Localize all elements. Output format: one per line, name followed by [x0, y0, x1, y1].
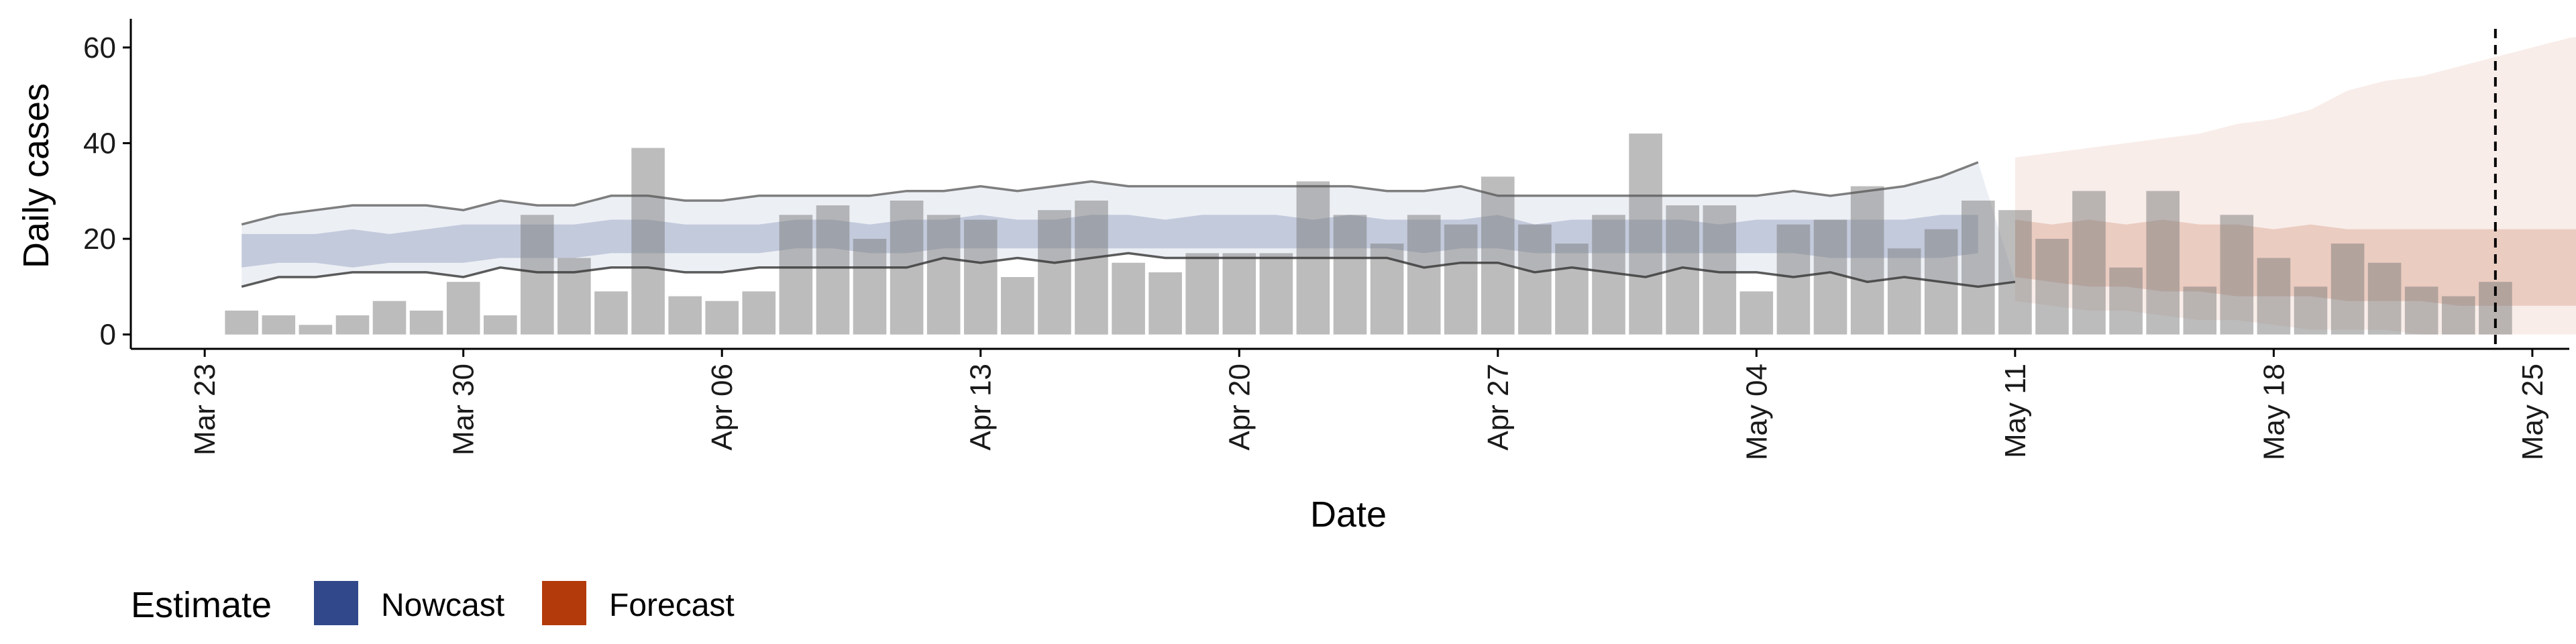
case-bar — [2220, 215, 2254, 335]
case-bar — [1776, 224, 1811, 335]
case-bar — [1333, 215, 1367, 335]
axes — [129, 19, 2569, 350]
case-bar — [446, 282, 480, 335]
x-axis-ticks: Mar 23 Mar 30 Apr 06 Apr 13 Apr 20 Apr 27 May … — [189, 349, 2549, 460]
case-bar — [1112, 262, 1145, 335]
case-bar — [1850, 186, 1884, 335]
case-bar — [631, 148, 665, 335]
case-bar — [1444, 224, 1478, 335]
case-bar — [2257, 258, 2291, 335]
x-tick-label: May 25 — [2516, 364, 2549, 460]
legend-label-nowcast: Nowcast — [381, 588, 504, 623]
case-bar — [409, 311, 443, 335]
x-tick-label: Mar 23 — [189, 364, 221, 455]
case-bar — [1887, 248, 1921, 335]
case-bar — [1555, 244, 1589, 335]
case-bar — [372, 301, 407, 335]
case-bar — [335, 315, 370, 335]
case-bar — [853, 239, 887, 335]
y-axis-title: Daily cases — [16, 83, 56, 268]
nowcast-lower-line — [241, 252, 2016, 288]
case-bar — [2330, 244, 2365, 335]
case-bar — [1407, 215, 1441, 335]
y-tick-label: 0 — [100, 319, 116, 352]
x-tick-label: Apr 06 — [706, 364, 739, 451]
y-axis-ticks: 0 20 40 60 — [83, 32, 131, 352]
case-bar — [1813, 219, 1847, 335]
y-tick-label: 60 — [83, 32, 116, 64]
case-bar — [2146, 191, 2180, 335]
case-bar — [816, 205, 850, 335]
case-bar — [2183, 286, 2217, 335]
legend-swatch-forecast — [542, 581, 586, 625]
x-tick-label: Apr 20 — [1223, 364, 1256, 451]
case-bar — [779, 215, 813, 335]
case-bar — [594, 291, 628, 335]
x-tick-label: Apr 27 — [1482, 364, 1515, 451]
case-bar — [742, 291, 776, 335]
case-bar — [484, 315, 517, 335]
legend-title: Estimate — [131, 585, 272, 625]
case-bar — [1259, 253, 1293, 335]
y-tick-label: 20 — [83, 223, 116, 256]
case-bar — [1739, 291, 1774, 335]
case-bar — [2072, 191, 2106, 335]
x-tick-label: May 11 — [1999, 364, 2032, 458]
case-bar — [1185, 253, 1219, 335]
nowcast-bound-lines — [241, 161, 2016, 288]
case-bar — [926, 215, 961, 335]
y-tick-label: 40 — [83, 127, 116, 160]
case-bar — [2367, 262, 2402, 335]
x-tick-label: May 18 — [2257, 364, 2290, 460]
case-bar — [2035, 239, 2069, 335]
case-bar — [2294, 286, 2328, 335]
x-axis-title: Date — [1310, 494, 1387, 535]
case-bar — [1038, 210, 1071, 335]
x-tick-label: Mar 30 — [447, 364, 480, 455]
case-bar — [1222, 253, 1256, 335]
case-bar — [299, 325, 333, 335]
case-bar — [557, 258, 591, 335]
case-bar — [2109, 267, 2143, 335]
case-bar — [1518, 224, 1552, 335]
case-bar — [521, 215, 554, 335]
case-bar — [1075, 201, 1108, 335]
case-bar — [964, 219, 998, 335]
case-bar — [1481, 176, 1515, 335]
case-bar — [262, 315, 296, 335]
case-bar — [1001, 277, 1034, 335]
nowcast-upper-line — [241, 161, 1979, 226]
legend-label-forecast: Forecast — [609, 588, 735, 623]
case-bar — [1962, 201, 1995, 335]
case-bar — [668, 296, 702, 335]
case-bar — [2442, 296, 2475, 335]
case-bar — [1998, 210, 2032, 335]
case-bar — [225, 311, 258, 335]
x-tick-label: May 04 — [1740, 364, 1773, 460]
legend: Estimate Nowcast Forecast — [131, 581, 735, 625]
case-bar — [1148, 272, 1182, 335]
case-bar — [1629, 133, 1662, 335]
case-bar — [2404, 286, 2438, 335]
x-tick-label: Apr 13 — [965, 364, 998, 451]
legend-swatch-nowcast — [314, 581, 358, 625]
case-bar — [705, 301, 739, 335]
